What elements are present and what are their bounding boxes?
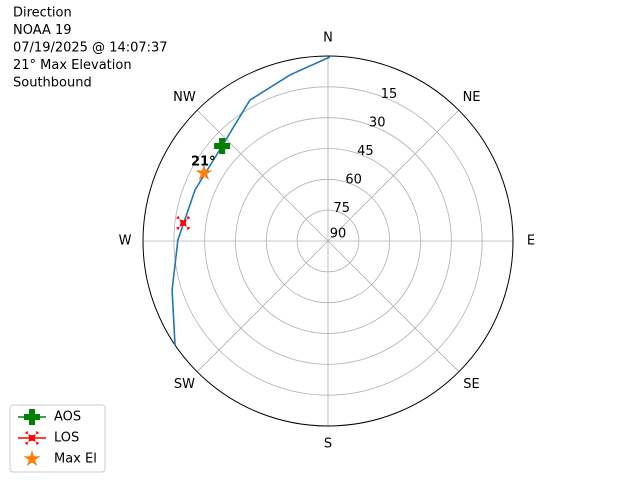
info-line: 07/19/2025 @ 14:07:37 (13, 41, 168, 56)
legend-marker (23, 450, 41, 467)
legend-label: LOS (54, 431, 79, 446)
theta-tick-label: SE (463, 377, 479, 392)
theta-tick-label: S (324, 437, 332, 452)
grid-spoke (196, 109, 329, 242)
legend-marker (24, 430, 40, 446)
theta-tick-label: SW (174, 377, 195, 392)
info-line: NOAA 19 (13, 23, 72, 38)
theta-tick-label: W (119, 234, 132, 249)
grid-spoke (196, 240, 329, 373)
theta-tick-label: NE (463, 90, 481, 105)
annotation: 21° (191, 155, 216, 170)
info-line: 21° Max Elevation (13, 58, 132, 73)
marker (176, 215, 191, 231)
grid-spoke (327, 240, 460, 373)
theta-tick-label: E (527, 234, 535, 249)
theta-tick-label: NW (173, 90, 196, 105)
r-tick-label: 75 (334, 201, 351, 216)
info-line: Direction (13, 6, 72, 21)
marker (214, 138, 231, 155)
track-line (171, 56, 331, 346)
r-tick-label: 30 (369, 116, 386, 131)
r-tick-label: 15 (381, 87, 398, 102)
marker (195, 164, 213, 181)
plot-border (142, 55, 514, 427)
legend-label: AOS (54, 410, 81, 425)
grid-spoke (327, 109, 460, 242)
r-tick-label: 45 (357, 144, 374, 159)
legend-label: Max El (54, 452, 97, 467)
legend-marker (24, 409, 40, 425)
r-tick-label: 90 (330, 227, 347, 242)
theta-tick-label: N (323, 31, 333, 46)
r-tick-label: 60 (345, 173, 362, 188)
info-line: Southbound (13, 76, 92, 91)
